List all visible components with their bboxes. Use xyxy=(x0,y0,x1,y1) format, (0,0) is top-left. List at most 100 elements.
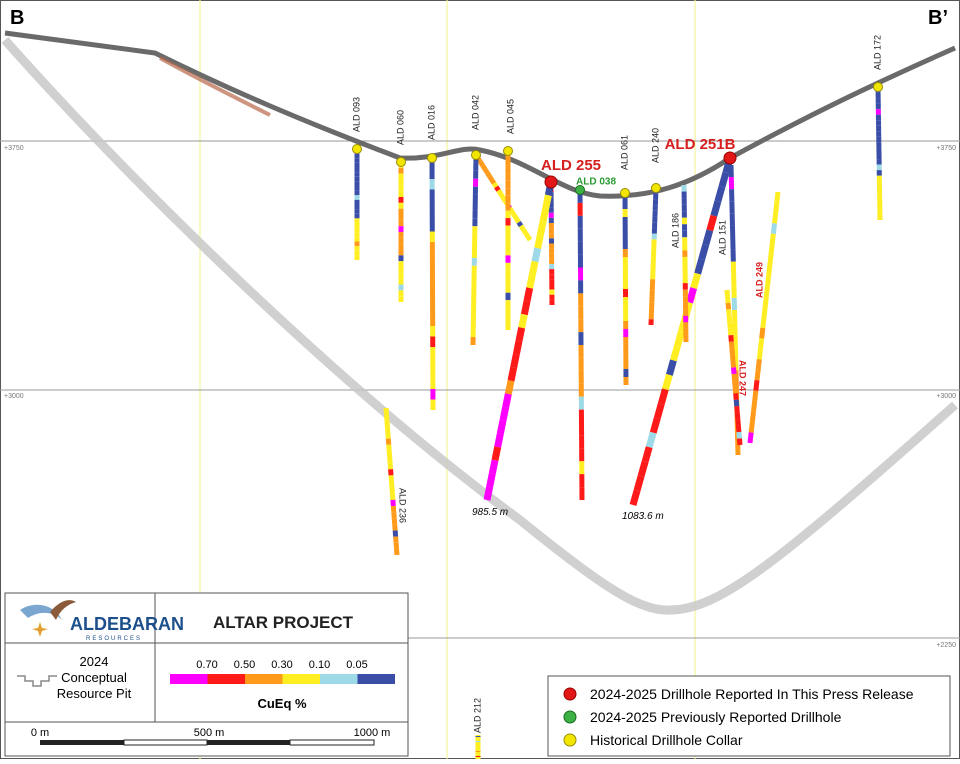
company-sub: RESOURCES xyxy=(86,636,142,642)
hole-segment xyxy=(769,265,770,275)
hole-segment xyxy=(494,183,496,187)
pit-label: Resource Pit xyxy=(57,686,132,701)
hole-segment xyxy=(768,276,769,286)
hole-segment xyxy=(506,394,509,407)
hole-segment xyxy=(731,342,732,348)
hole-segment xyxy=(772,234,773,244)
hole-segment xyxy=(501,194,503,198)
ramp-cell xyxy=(358,674,396,684)
hole-segment xyxy=(483,166,485,170)
hole-segment xyxy=(673,346,677,360)
hole-segment xyxy=(540,222,543,235)
hole-segment xyxy=(730,329,731,335)
hole-segment xyxy=(546,195,549,208)
hole-segment xyxy=(729,316,730,322)
project-title: ALTAR PROJECT xyxy=(213,613,354,632)
hole-segment xyxy=(487,173,489,177)
hole-segment xyxy=(732,348,733,354)
hole-segment xyxy=(764,307,765,317)
hole-label: ALD 151 xyxy=(717,220,727,255)
marker-yellow xyxy=(564,734,576,746)
hole-segment xyxy=(739,439,740,445)
hole-segment xyxy=(698,259,702,273)
hole-segment xyxy=(637,476,641,490)
hole-label: ALD 247 xyxy=(738,360,748,396)
hole-segment xyxy=(735,387,736,393)
hole-segment xyxy=(771,244,772,254)
hole-segment xyxy=(775,213,776,223)
hole-label: ALD 212 xyxy=(472,698,482,733)
legend-entry: Historical Drillhole Collar xyxy=(590,732,743,748)
legend-left: ALDEBARAN RESOURCES ALTAR PROJECT 2024 C… xyxy=(5,593,408,756)
collar xyxy=(874,83,883,92)
ramp-label: 0.05 xyxy=(346,659,367,671)
legend-right: 2024-2025 Drillhole Reported In This Pre… xyxy=(548,676,950,756)
elevation-label: +3750 xyxy=(4,145,24,152)
hole-label: ALD 045 xyxy=(505,99,515,134)
hole-segment xyxy=(734,374,735,380)
hole-label: ALD 249 xyxy=(754,262,764,298)
hole-segment xyxy=(690,288,694,302)
hole-segment xyxy=(728,296,729,302)
hole-segment xyxy=(490,176,492,180)
section-label: B xyxy=(10,7,24,29)
hole-label: ALD 061 xyxy=(619,135,629,170)
hole-segment xyxy=(511,368,514,381)
ramp-label: 0.10 xyxy=(309,659,330,671)
hole-segment xyxy=(481,162,483,166)
hole-segment xyxy=(487,487,490,500)
hole-label: ALD 255 xyxy=(541,157,601,174)
hole-segment xyxy=(516,341,519,354)
hole-segment xyxy=(736,393,737,399)
hole-segment xyxy=(710,216,714,230)
pit-label: Conceptual xyxy=(61,670,127,685)
ramp-label: 0.50 xyxy=(234,659,255,671)
ramp-cell xyxy=(208,674,246,684)
hole-label: ALD 251B xyxy=(665,136,736,153)
hole-segment xyxy=(669,360,673,374)
hole-segment xyxy=(752,412,753,422)
hole-label: ALD 016 xyxy=(426,105,436,140)
section-label: B’ xyxy=(928,7,948,29)
ramp-cell xyxy=(245,674,283,684)
legend-entry: 2024-2025 Drillhole Reported In This Pre… xyxy=(590,686,914,702)
hole-segment xyxy=(503,407,506,420)
hole-segment xyxy=(722,172,726,186)
legend-entry: 2024-2025 Previously Reported Drillhole xyxy=(590,709,842,725)
hole-segment xyxy=(528,236,530,240)
hole-segment xyxy=(729,309,730,315)
hole-segment xyxy=(761,338,762,348)
hole-segment xyxy=(661,389,665,403)
hole-segment xyxy=(641,462,645,476)
hole-segment xyxy=(773,223,774,233)
hole-segment xyxy=(492,460,495,473)
hole-segment xyxy=(496,187,498,191)
elevation-label: +2250 xyxy=(936,642,956,649)
hole-segment xyxy=(755,391,756,401)
hole-segment xyxy=(543,209,546,222)
collar xyxy=(353,145,362,154)
hole-segment xyxy=(490,474,493,487)
hole-segment xyxy=(649,433,653,447)
hole-segment xyxy=(694,274,698,288)
hole-segment xyxy=(750,433,751,443)
hole-label: ALD 042 xyxy=(470,95,480,130)
ramp-label: 0.70 xyxy=(196,659,217,671)
hole-segment xyxy=(535,248,538,261)
hole-segment xyxy=(526,233,528,237)
hole-segment xyxy=(677,332,681,346)
hole-label: ALD 093 xyxy=(351,97,361,132)
scale-label: 500 m xyxy=(194,727,225,739)
collar xyxy=(545,176,557,188)
hole-segment xyxy=(519,222,521,226)
hole-segment xyxy=(777,192,778,202)
collar xyxy=(397,158,406,167)
hole-segment xyxy=(514,354,517,367)
hole-segment xyxy=(766,286,767,296)
hole-segment xyxy=(495,447,498,460)
hole-segment xyxy=(653,418,657,432)
hole-segment xyxy=(665,375,669,389)
pit-label: 2024 xyxy=(80,654,109,669)
hole-segment xyxy=(758,359,759,369)
